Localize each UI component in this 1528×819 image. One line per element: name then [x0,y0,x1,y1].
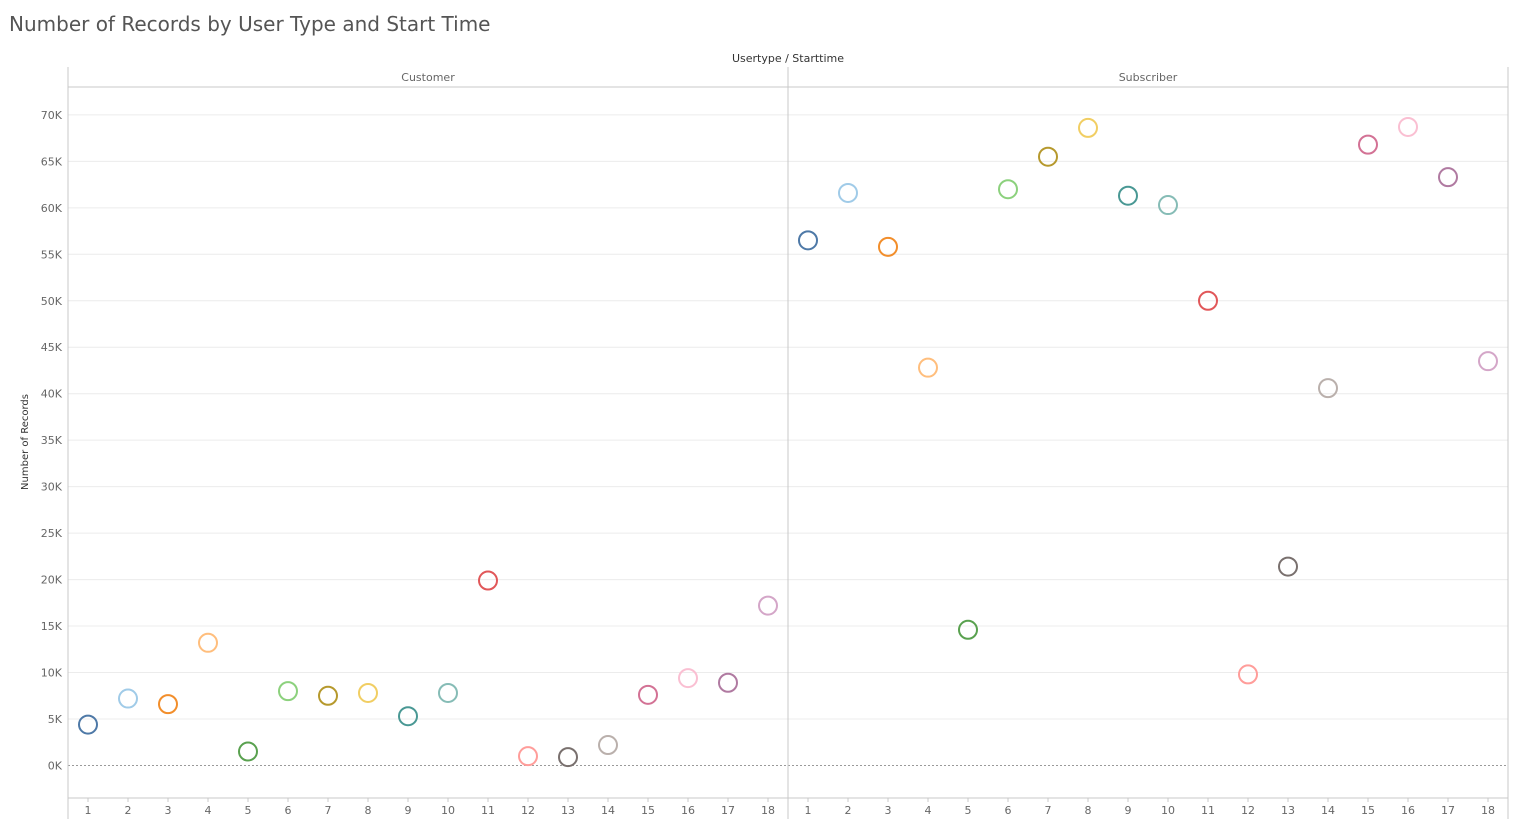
data-point-customer-1 [78,714,98,735]
data-point-subscriber-10 [1158,195,1178,216]
x-tick-label: 4 [925,804,932,817]
data-point-customer-10 [438,682,458,703]
x-tick-label: 2 [125,804,132,817]
y-tick-label: 20K [41,574,63,587]
x-tick-label: 8 [1085,804,1092,817]
data-point-subscriber-9 [1118,185,1138,206]
x-tick-label: 5 [965,804,972,817]
x-tick-label: 8 [365,804,372,817]
x-tick-label: 13 [1281,804,1295,817]
x-tick-label: 10 [1161,804,1175,817]
data-points [78,116,1498,768]
x-tick-label: 7 [1045,804,1052,817]
x-tick-label: 16 [681,804,695,817]
data-point-customer-4 [198,632,218,653]
y-tick-label: 10K [41,667,63,680]
x-tick-label: 3 [885,804,892,817]
y-tick-label: 65K [41,155,63,168]
x-tick-label: 1 [805,804,812,817]
data-point-subscriber-15 [1358,134,1378,155]
data-point-subscriber-12 [1238,664,1258,685]
x-tick-label: 13 [561,804,575,817]
y-tick-label: 60K [41,202,63,215]
x-tick-label: 4 [205,804,212,817]
chart-title: Number of Records by User Type and Start… [9,12,491,36]
panel-label-subscriber: Subscriber [1119,71,1178,84]
y-axis-ticks: 0K 5K 10K 15K 20K 25K 30K 35K 40K 45K 50K 55K 60K 65K… [41,109,63,773]
data-point-subscriber-11 [1198,290,1218,311]
x-tick-label: 12 [1241,804,1255,817]
x-tick-label: 11 [1201,804,1215,817]
x-tick-label: 5 [245,804,252,817]
x-tick-label: 6 [285,804,292,817]
x-axis-ticks: 1 2 3 4 5 6 7 8 9 10 11 12 13 14 15 16 17 18 1 2 3 4 5 6 7 8 9 10 11… [85,798,1495,817]
data-point-subscriber-1 [798,230,818,251]
x-tick-label: 18 [761,804,775,817]
data-point-subscriber-6 [998,179,1018,200]
data-point-customer-5 [238,741,258,762]
y-tick-label: 55K [41,248,63,261]
x-tick-label: 17 [1441,804,1455,817]
y-tick-label: 15K [41,620,63,633]
data-point-customer-16 [678,668,698,689]
data-point-customer-14 [598,735,618,756]
y-tick-label: 45K [41,341,63,354]
data-point-subscriber-16 [1398,116,1418,137]
data-point-customer-6 [278,681,298,702]
data-point-customer-13 [558,747,578,768]
y-tick-label: 40K [41,388,63,401]
data-point-subscriber-8 [1078,117,1098,138]
data-point-customer-18 [758,595,778,616]
x-tick-label: 14 [1321,804,1335,817]
data-point-customer-2 [118,688,138,709]
x-tick-label: 3 [165,804,172,817]
data-point-customer-17 [718,672,738,693]
panel-frames [67,67,1509,819]
x-tick-label: 9 [1125,804,1132,817]
x-tick-label: 15 [641,804,655,817]
x-tick-label: 7 [325,804,332,817]
data-point-customer-11 [478,570,498,591]
x-tick-label: 12 [521,804,535,817]
data-point-customer-12 [518,746,538,767]
data-point-subscriber-18 [1478,351,1498,372]
data-point-customer-8 [358,682,378,703]
x-tick-label: 11 [481,804,495,817]
x-tick-label: 18 [1481,804,1495,817]
x-tick-label: 10 [441,804,455,817]
data-point-subscriber-3 [878,236,898,257]
data-point-subscriber-5 [958,619,978,640]
data-point-subscriber-7 [1038,146,1058,167]
x-tick-label: 17 [721,804,735,817]
data-point-subscriber-2 [838,182,858,203]
y-tick-label: 5K [48,713,63,726]
data-point-subscriber-4 [918,357,938,378]
x-tick-label: 2 [845,804,852,817]
header-label: Usertype / Starttime [732,52,844,65]
panel-labels: Customer Subscriber [401,71,1177,84]
x-tick-label: 14 [601,804,615,817]
data-point-customer-9 [398,706,418,727]
x-tick-label: 15 [1361,804,1375,817]
data-point-customer-7 [318,685,338,706]
x-tick-label: 9 [405,804,412,817]
x-tick-label: 6 [1005,804,1012,817]
x-tick-label: 1 [85,804,92,817]
data-point-customer-15 [638,684,658,705]
y-tick-label: 0K [48,759,63,772]
y-tick-label: 30K [41,481,63,494]
y-tick-label: 70K [41,109,63,122]
y-tick-label: 50K [41,295,63,308]
y-axis-label: Number of Records [20,394,31,490]
data-point-subscriber-13 [1278,556,1298,577]
panel-label-customer: Customer [401,71,455,84]
y-tick-label: 25K [41,527,63,540]
data-point-subscriber-14 [1318,378,1338,399]
data-point-subscriber-17 [1438,167,1458,188]
y-tick-label: 35K [41,434,63,447]
data-point-customer-3 [158,694,178,715]
x-tick-label: 16 [1401,804,1415,817]
